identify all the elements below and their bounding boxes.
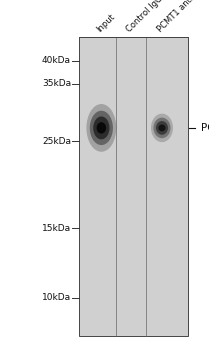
Ellipse shape bbox=[151, 114, 173, 142]
Text: 25kDa: 25kDa bbox=[42, 136, 71, 146]
Ellipse shape bbox=[90, 111, 113, 145]
Ellipse shape bbox=[86, 104, 116, 152]
Text: Input: Input bbox=[95, 12, 117, 34]
Text: 35kDa: 35kDa bbox=[42, 79, 71, 88]
Bar bbox=[79, 37, 188, 336]
Text: 10kDa: 10kDa bbox=[42, 293, 71, 302]
Text: 15kDa: 15kDa bbox=[42, 224, 71, 233]
Ellipse shape bbox=[156, 121, 168, 135]
Text: PCMT1: PCMT1 bbox=[201, 123, 209, 133]
Ellipse shape bbox=[153, 118, 171, 138]
Text: 40kDa: 40kDa bbox=[42, 56, 71, 65]
Text: Control IgG: Control IgG bbox=[124, 0, 164, 34]
Ellipse shape bbox=[97, 122, 106, 134]
Ellipse shape bbox=[93, 117, 110, 139]
Ellipse shape bbox=[158, 125, 166, 131]
Text: PCMT1 antibody: PCMT1 antibody bbox=[156, 0, 209, 34]
